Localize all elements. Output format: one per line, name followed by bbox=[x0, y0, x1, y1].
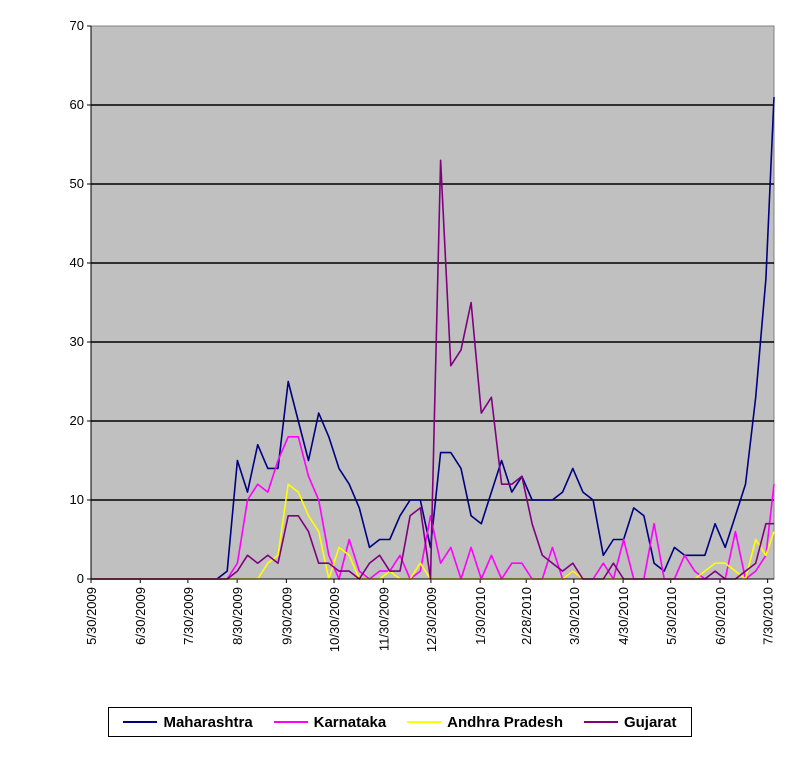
y-tick-label: 70 bbox=[70, 18, 84, 33]
y-tick-label: 50 bbox=[70, 176, 84, 191]
x-tick-label: 4/30/2010 bbox=[616, 587, 631, 645]
x-tick-label: 12/30/2009 bbox=[424, 587, 439, 652]
y-axis-ticks: 0 10 20 30 40 50 60 70 bbox=[70, 18, 91, 586]
x-tick-label: 3/30/2010 bbox=[567, 587, 582, 645]
legend-item-maharashtra: Maharashtra bbox=[123, 713, 253, 731]
x-tick-label: 11/30/2009 bbox=[376, 587, 391, 651]
x-tick-label: 5/30/2010 bbox=[664, 587, 679, 645]
series-line-karnataka bbox=[91, 435, 775, 580]
x-tick-label: 5/30/2009 bbox=[84, 587, 99, 645]
y-tick-label: 20 bbox=[70, 413, 84, 428]
legend-swatch-gujarat bbox=[583, 721, 618, 723]
x-tick-label: 1/30/2010 bbox=[473, 587, 488, 645]
x-tick-label: 8/30/2009 bbox=[230, 587, 245, 645]
x-axis-ticks: 5/30/2009 6/30/2009 7/30/2009 8/30/2009 9/30… bbox=[84, 579, 776, 652]
legend: Maharashtra Karnataka Andhra Pradesh Guj… bbox=[108, 707, 692, 737]
legend-label-karnataka: Karnataka bbox=[313, 713, 387, 731]
legend-label-gujarat: Gujarat bbox=[623, 713, 677, 731]
x-tick-label: 9/30/2009 bbox=[279, 587, 294, 645]
y-tick-label: 10 bbox=[70, 492, 84, 507]
y-tick-label: 40 bbox=[70, 255, 84, 270]
x-tick-label: 6/30/2010 bbox=[713, 587, 728, 645]
legend-swatch-maharashtra bbox=[123, 721, 158, 723]
x-tick-label: 2/28/2010 bbox=[519, 587, 534, 645]
legend-item-andhra-pradesh: Andhra Pradesh bbox=[407, 714, 563, 731]
legend-item-karnataka: Karnataka bbox=[273, 713, 387, 731]
legend-swatch-andhra-pradesh bbox=[407, 721, 442, 723]
legend-item-gujarat: Gujarat bbox=[583, 713, 677, 731]
y-tick-label: 30 bbox=[70, 334, 84, 349]
line-chart: 0 10 20 30 40 50 60 70 5/30/2009 6/30/2009 7/30/2… bbox=[70, 18, 776, 652]
x-tick-label: 7/30/2009 bbox=[181, 587, 196, 645]
legend-swatch-karnataka bbox=[273, 721, 308, 723]
x-tick-label: 6/30/2009 bbox=[133, 587, 148, 645]
legend-label-andhra-pradesh: Andhra Pradesh bbox=[447, 713, 563, 731]
y-tick-label: 0 bbox=[77, 571, 84, 586]
x-tick-label: 10/30/2009 bbox=[327, 587, 342, 652]
legend-label-maharashtra: Maharashtra bbox=[163, 713, 253, 731]
series-line-maharashtra bbox=[91, 97, 775, 580]
y-tick-label: 60 bbox=[70, 97, 84, 112]
x-tick-label: 7/30/2010 bbox=[761, 587, 776, 645]
gridlines bbox=[91, 104, 774, 501]
